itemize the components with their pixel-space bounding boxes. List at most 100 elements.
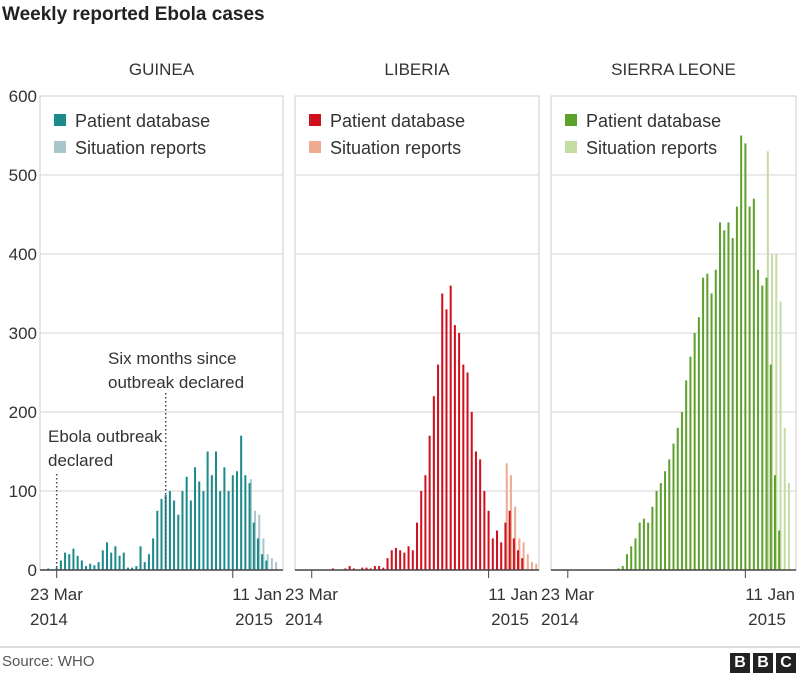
bar-patient-database (512, 538, 515, 570)
bar-patient-database (647, 522, 650, 570)
bar-patient-database (143, 562, 146, 570)
bar-patient-database (504, 522, 507, 570)
bar-patient-database (621, 566, 624, 570)
x-tick-label-start-year: 2014 (285, 610, 323, 629)
bar-patient-database (432, 396, 435, 570)
bar-patient-database (235, 471, 238, 570)
bar-patient-database (64, 552, 67, 570)
legend-swatch-patient-database (54, 114, 66, 126)
bar-patient-database (89, 563, 92, 570)
legend-swatch-situation-reports (309, 141, 321, 153)
bar-patient-database (348, 566, 351, 570)
panel-title: SIERRA LEONE (611, 60, 736, 79)
bar-situation-reports (779, 301, 782, 570)
annotation-outbreak-declared-line2: declared (48, 451, 113, 470)
bar-situation-reports (275, 562, 278, 570)
bar-patient-database (352, 568, 355, 570)
bar-patient-database (664, 471, 667, 570)
bar-patient-database (462, 364, 465, 570)
bar-situation-reports (258, 514, 261, 570)
bar-patient-database (453, 325, 456, 570)
x-tick-label-end-year: 2015 (491, 610, 529, 629)
legend-label-patient-database: Patient database (330, 111, 465, 131)
bbc-logo: B B C (730, 653, 796, 673)
bar-situation-reports (262, 538, 265, 570)
bar-patient-database (198, 481, 201, 570)
legend-label-situation-reports: Situation reports (330, 138, 461, 158)
bar-patient-database (265, 560, 268, 570)
legend-label-situation-reports: Situation reports (586, 138, 717, 158)
bar-patient-database (110, 552, 113, 570)
bar-patient-database (697, 317, 700, 570)
bar-patient-database (215, 451, 218, 570)
bar-patient-database (399, 550, 402, 570)
bar-patient-database (248, 483, 251, 570)
bar-patient-database (752, 198, 755, 570)
bar-patient-database (344, 568, 347, 570)
bar-patient-database (256, 538, 259, 570)
bar-patient-database (689, 356, 692, 570)
bar-patient-database (651, 506, 654, 570)
bar-patient-database (80, 560, 83, 570)
bar-patient-database (449, 285, 452, 570)
bar-patient-database (617, 568, 620, 570)
bar-patient-database (744, 143, 747, 570)
y-tick-label: 500 (9, 166, 37, 185)
bar-patient-database (244, 475, 247, 570)
legend-swatch-patient-database (565, 114, 577, 126)
bar-patient-database (252, 522, 255, 570)
bar-patient-database (517, 550, 520, 570)
bar-patient-database (378, 566, 381, 570)
bar-patient-database (487, 510, 490, 570)
bar-patient-database (210, 475, 213, 570)
bar-patient-database (727, 222, 730, 570)
bar-situation-reports (266, 554, 269, 570)
bar-patient-database (118, 555, 121, 570)
bar-patient-database (773, 475, 776, 570)
bar-situation-reports (254, 510, 257, 570)
bar-patient-database (168, 491, 171, 570)
y-tick-label: 0 (28, 561, 37, 580)
x-tick-label-start-year: 2014 (30, 610, 68, 629)
x-tick-label-end: 11 Jan (745, 585, 795, 604)
bar-patient-database (231, 475, 234, 570)
bar-patient-database (466, 372, 469, 570)
bar-patient-database (680, 412, 683, 570)
bar-situation-reports (514, 506, 517, 570)
bar-patient-database (227, 491, 230, 570)
bar-patient-database (706, 273, 709, 570)
bar-patient-database (702, 277, 705, 570)
bar-patient-database (177, 514, 180, 570)
bar-situation-reports (249, 479, 252, 570)
bar-patient-database (122, 552, 125, 570)
bar-patient-database (470, 412, 473, 570)
bar-patient-database (181, 491, 184, 570)
bar-patient-database (93, 565, 96, 570)
bar-patient-database (72, 548, 75, 570)
bar-patient-database (630, 546, 633, 570)
bar-patient-database (152, 538, 155, 570)
bar-patient-database (85, 566, 88, 570)
bar-situation-reports (783, 427, 786, 570)
bar-patient-database (625, 554, 629, 570)
bar-patient-database (659, 483, 662, 570)
bar-patient-database (223, 467, 226, 570)
bar-patient-database (424, 475, 427, 570)
bar-patient-database (361, 567, 364, 570)
legend-label-situation-reports: Situation reports (75, 138, 206, 158)
bar-patient-database (441, 293, 444, 570)
bar-patient-database (76, 555, 79, 570)
legend-label-patient-database: Patient database (75, 111, 210, 131)
bar-patient-database (685, 380, 688, 570)
y-tick-label: 600 (9, 87, 37, 106)
bar-patient-database (723, 230, 726, 571)
bar-patient-database (97, 562, 100, 570)
bar-patient-database (185, 476, 188, 570)
bar-situation-reports (526, 554, 529, 570)
bar-patient-database (160, 498, 163, 570)
logo-letter: B (730, 653, 750, 673)
bar-patient-database (206, 451, 209, 570)
bar-patient-database (718, 222, 722, 570)
bar-situation-reports (775, 254, 778, 570)
